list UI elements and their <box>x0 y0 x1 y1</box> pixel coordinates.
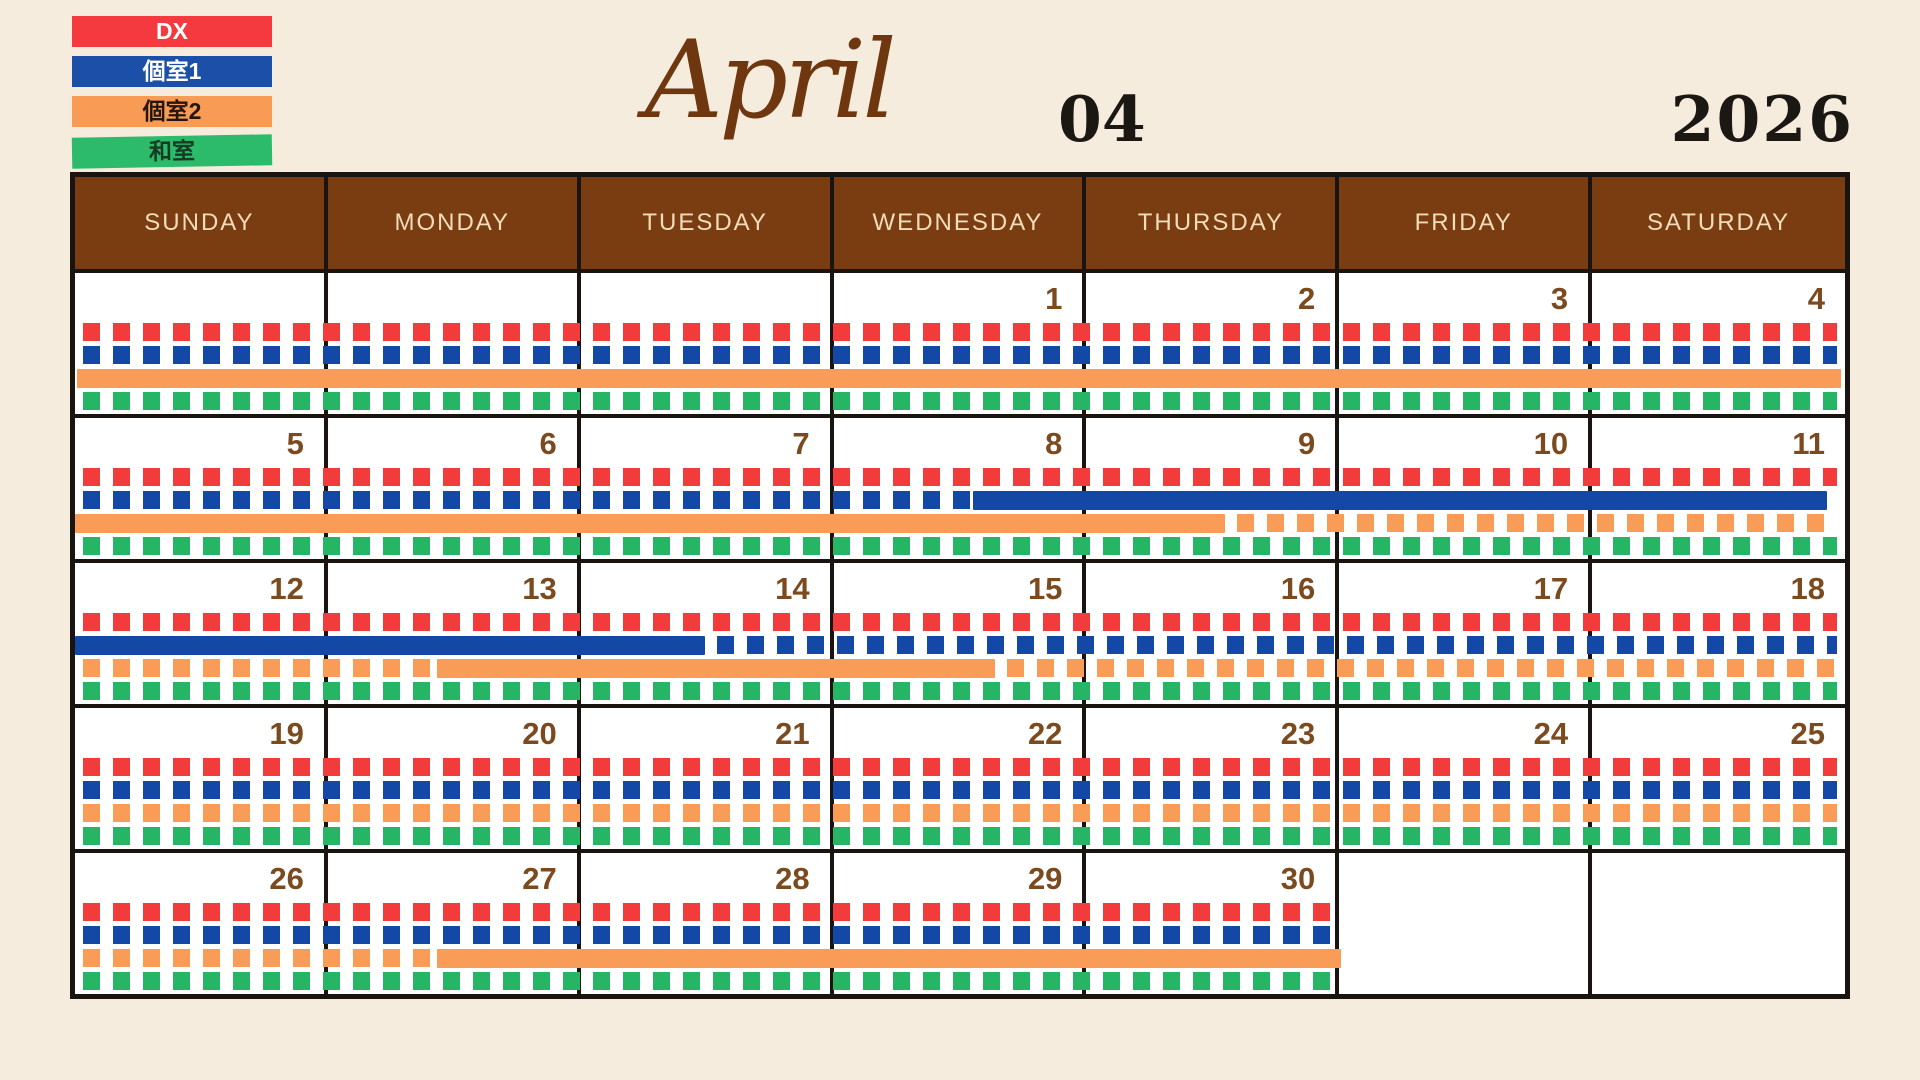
calendar-week-row-1: 1 2 3 4 <box>75 269 1845 414</box>
day-cell: 17 <box>1339 563 1593 704</box>
day-number: 10 <box>1533 426 1569 461</box>
legend-item-koshitsu2: 個室2 <box>72 96 272 127</box>
day-number: 24 <box>1533 716 1569 751</box>
day-cell: 26 <box>75 853 328 994</box>
day-cell: 20 <box>327 708 581 849</box>
day-number: 30 <box>1280 861 1316 896</box>
legend-label: 個室1 <box>142 58 202 84</box>
weekday-header-saturday: SATURDAY <box>1647 209 1791 236</box>
day-cell: 12 <box>75 563 328 704</box>
day-number: 7 <box>792 426 810 461</box>
day-cell: 10 <box>1339 418 1593 559</box>
day-cell: 23 <box>1086 708 1340 849</box>
legend-item-dx: DX <box>72 16 272 47</box>
weekday-header-wednesday: WEDNESDAY <box>834 177 1087 269</box>
month-number: 04 <box>1058 82 1146 156</box>
day-cell: 5 <box>75 418 328 559</box>
day-number: 27 <box>522 861 557 896</box>
calendar-week-row-5: 26 27 28 29 30 <box>75 849 1845 994</box>
room-legend: DX 個室1 個室2 和室 <box>71 16 273 176</box>
day-number: 5 <box>286 426 304 461</box>
weekday-header-friday: FRIDAY <box>1339 177 1593 269</box>
day-cell: 27 <box>327 853 581 994</box>
calendar-week-row-4: 19 20 21 22 23 24 25 <box>75 704 1845 849</box>
day-cell: 9 <box>1086 418 1340 559</box>
calendar-week-row-2: 5 6 7 8 9 10 11 <box>75 414 1845 559</box>
legend-label: 個室2 <box>142 98 202 124</box>
weekday-header-monday: MONDAY <box>328 177 581 269</box>
legend-item-washitsu: 和室 <box>71 134 273 169</box>
day-number: 19 <box>269 716 304 751</box>
day-number: 3 <box>1550 281 1569 316</box>
day-cell: 29 <box>833 853 1087 994</box>
legend-label: 和室 <box>148 137 196 165</box>
day-cell: 4 <box>1592 273 1845 414</box>
legend-label: DX <box>156 18 188 44</box>
day-cell: 2 <box>1086 273 1340 414</box>
day-cell <box>580 273 834 414</box>
day-cell: 11 <box>1592 418 1845 559</box>
calendar-week-row-3: 12 13 14 15 16 17 18 <box>75 559 1845 704</box>
day-cell: 21 <box>580 708 834 849</box>
day-number: 18 <box>1790 571 1825 606</box>
weekday-header-thursday: THURSDAY <box>1086 177 1340 269</box>
day-number: 23 <box>1280 716 1316 751</box>
day-cell: 16 <box>1086 563 1340 704</box>
day-number: 26 <box>269 861 304 896</box>
day-cell: 28 <box>580 853 834 994</box>
day-number: 11 <box>1792 426 1825 461</box>
day-number: 21 <box>775 716 810 751</box>
day-number: 22 <box>1027 716 1063 751</box>
day-number: 9 <box>1298 426 1316 461</box>
day-cell: 1 <box>833 273 1087 414</box>
day-number: 15 <box>1027 571 1063 606</box>
day-number: 6 <box>539 426 557 461</box>
day-number: 16 <box>1280 571 1316 606</box>
day-cell: 18 <box>1592 563 1845 704</box>
day-number: 13 <box>522 571 557 606</box>
day-cell: 14 <box>580 563 834 704</box>
day-number: 1 <box>1045 281 1063 316</box>
day-cell: 15 <box>833 563 1087 704</box>
day-cell: 19 <box>75 708 328 849</box>
day-cell: 13 <box>327 563 581 704</box>
day-number: 4 <box>1807 281 1825 316</box>
legend-item-koshitsu1: 個室1 <box>72 56 272 87</box>
day-cell <box>1592 853 1845 994</box>
weekday-header-row: SUNDAY MONDAY TUESDAY WEDNESDAY THURSDAY… <box>75 177 1845 269</box>
day-number: 25 <box>1790 716 1825 751</box>
day-cell <box>75 273 328 414</box>
day-cell: 25 <box>1592 708 1845 849</box>
day-cell: 7 <box>580 418 834 559</box>
day-number: 29 <box>1027 861 1063 896</box>
day-number: 2 <box>1298 281 1316 316</box>
day-cell: 6 <box>327 418 581 559</box>
day-number: 14 <box>775 571 810 606</box>
day-number: 17 <box>1533 571 1569 606</box>
day-cell: 8 <box>833 418 1087 559</box>
weekday-header-tuesday: TUESDAY <box>581 177 834 269</box>
day-cell <box>327 273 581 414</box>
month-name-script: April <box>645 18 897 143</box>
day-number: 8 <box>1045 426 1063 461</box>
day-cell: 30 <box>1086 853 1340 994</box>
year-label: 2026 <box>1670 82 1854 156</box>
weekday-header-sunday: SUNDAY <box>75 177 328 269</box>
day-cell <box>1339 853 1593 994</box>
day-number: 20 <box>522 716 557 751</box>
day-number: 28 <box>775 861 810 896</box>
day-cell: 3 <box>1339 273 1593 414</box>
day-cell: 22 <box>833 708 1087 849</box>
day-cell: 24 <box>1339 708 1593 849</box>
day-number: 12 <box>269 571 304 606</box>
calendar-table: SUNDAY MONDAY TUESDAY WEDNESDAY THURSDAY… <box>70 172 1850 999</box>
